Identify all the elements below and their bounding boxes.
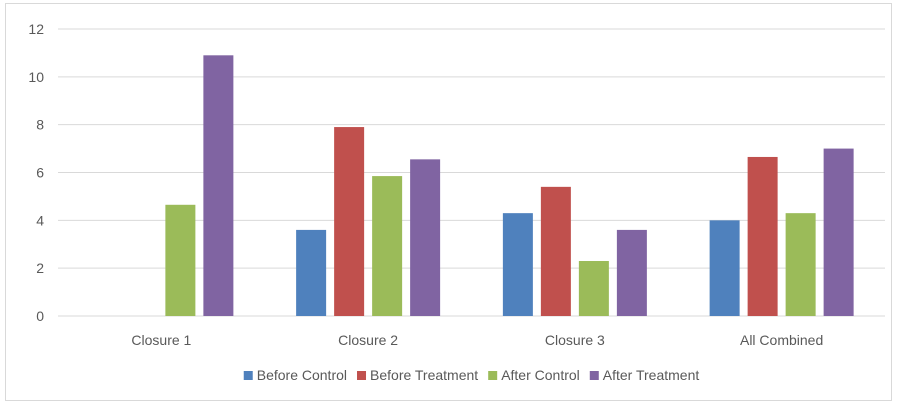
bar [334, 127, 365, 316]
bar [203, 55, 234, 316]
bar [296, 229, 327, 316]
legend-item: After Control [488, 367, 580, 383]
legend-swatch [357, 371, 367, 380]
legend-item: Before Treatment [357, 367, 478, 383]
y-tick-label: 2 [36, 260, 44, 276]
y-tick-label: 12 [28, 21, 44, 37]
legend-item: After Treatment [589, 367, 700, 383]
legend-label: After Treatment [603, 367, 700, 383]
y-tick-label: 4 [36, 212, 44, 228]
legend-swatch [488, 371, 498, 380]
chart-frame [5, 3, 892, 401]
legend-label: Before Treatment [370, 367, 478, 383]
bar [823, 148, 854, 316]
bar [709, 220, 740, 316]
y-tick-label: 10 [28, 69, 44, 85]
bar [165, 204, 196, 316]
bar [747, 156, 778, 316]
legend-label: After Control [501, 367, 580, 383]
legend: Before Control Before Treatment After Cont… [243, 367, 700, 383]
x-tick-label: Closure 1 [131, 332, 191, 348]
bar [502, 213, 533, 316]
x-axis-tick-labels: Closure 1 Closure 2 Closure 3 All Combined [131, 332, 823, 348]
y-tick-label: 8 [36, 117, 44, 133]
y-tick-label: 0 [36, 308, 44, 324]
x-tick-label: Closure 2 [338, 332, 398, 348]
y-tick-label: 6 [36, 165, 44, 181]
legend-item: Before Control [243, 367, 347, 383]
bar [616, 229, 647, 316]
bar [578, 260, 609, 316]
legend-swatch [589, 371, 599, 380]
legend-label: Before Control [257, 367, 347, 383]
bar [410, 159, 441, 316]
y-axis-tick-labels: 0 2 4 6 8 10 12 [28, 21, 44, 324]
bars [165, 55, 854, 316]
x-tick-label: Closure 3 [545, 332, 605, 348]
bar [540, 186, 571, 316]
bar [372, 176, 403, 316]
legend-swatch [243, 371, 253, 380]
x-tick-label: All Combined [740, 332, 823, 348]
gridlines [58, 28, 885, 317]
bar [785, 213, 816, 316]
